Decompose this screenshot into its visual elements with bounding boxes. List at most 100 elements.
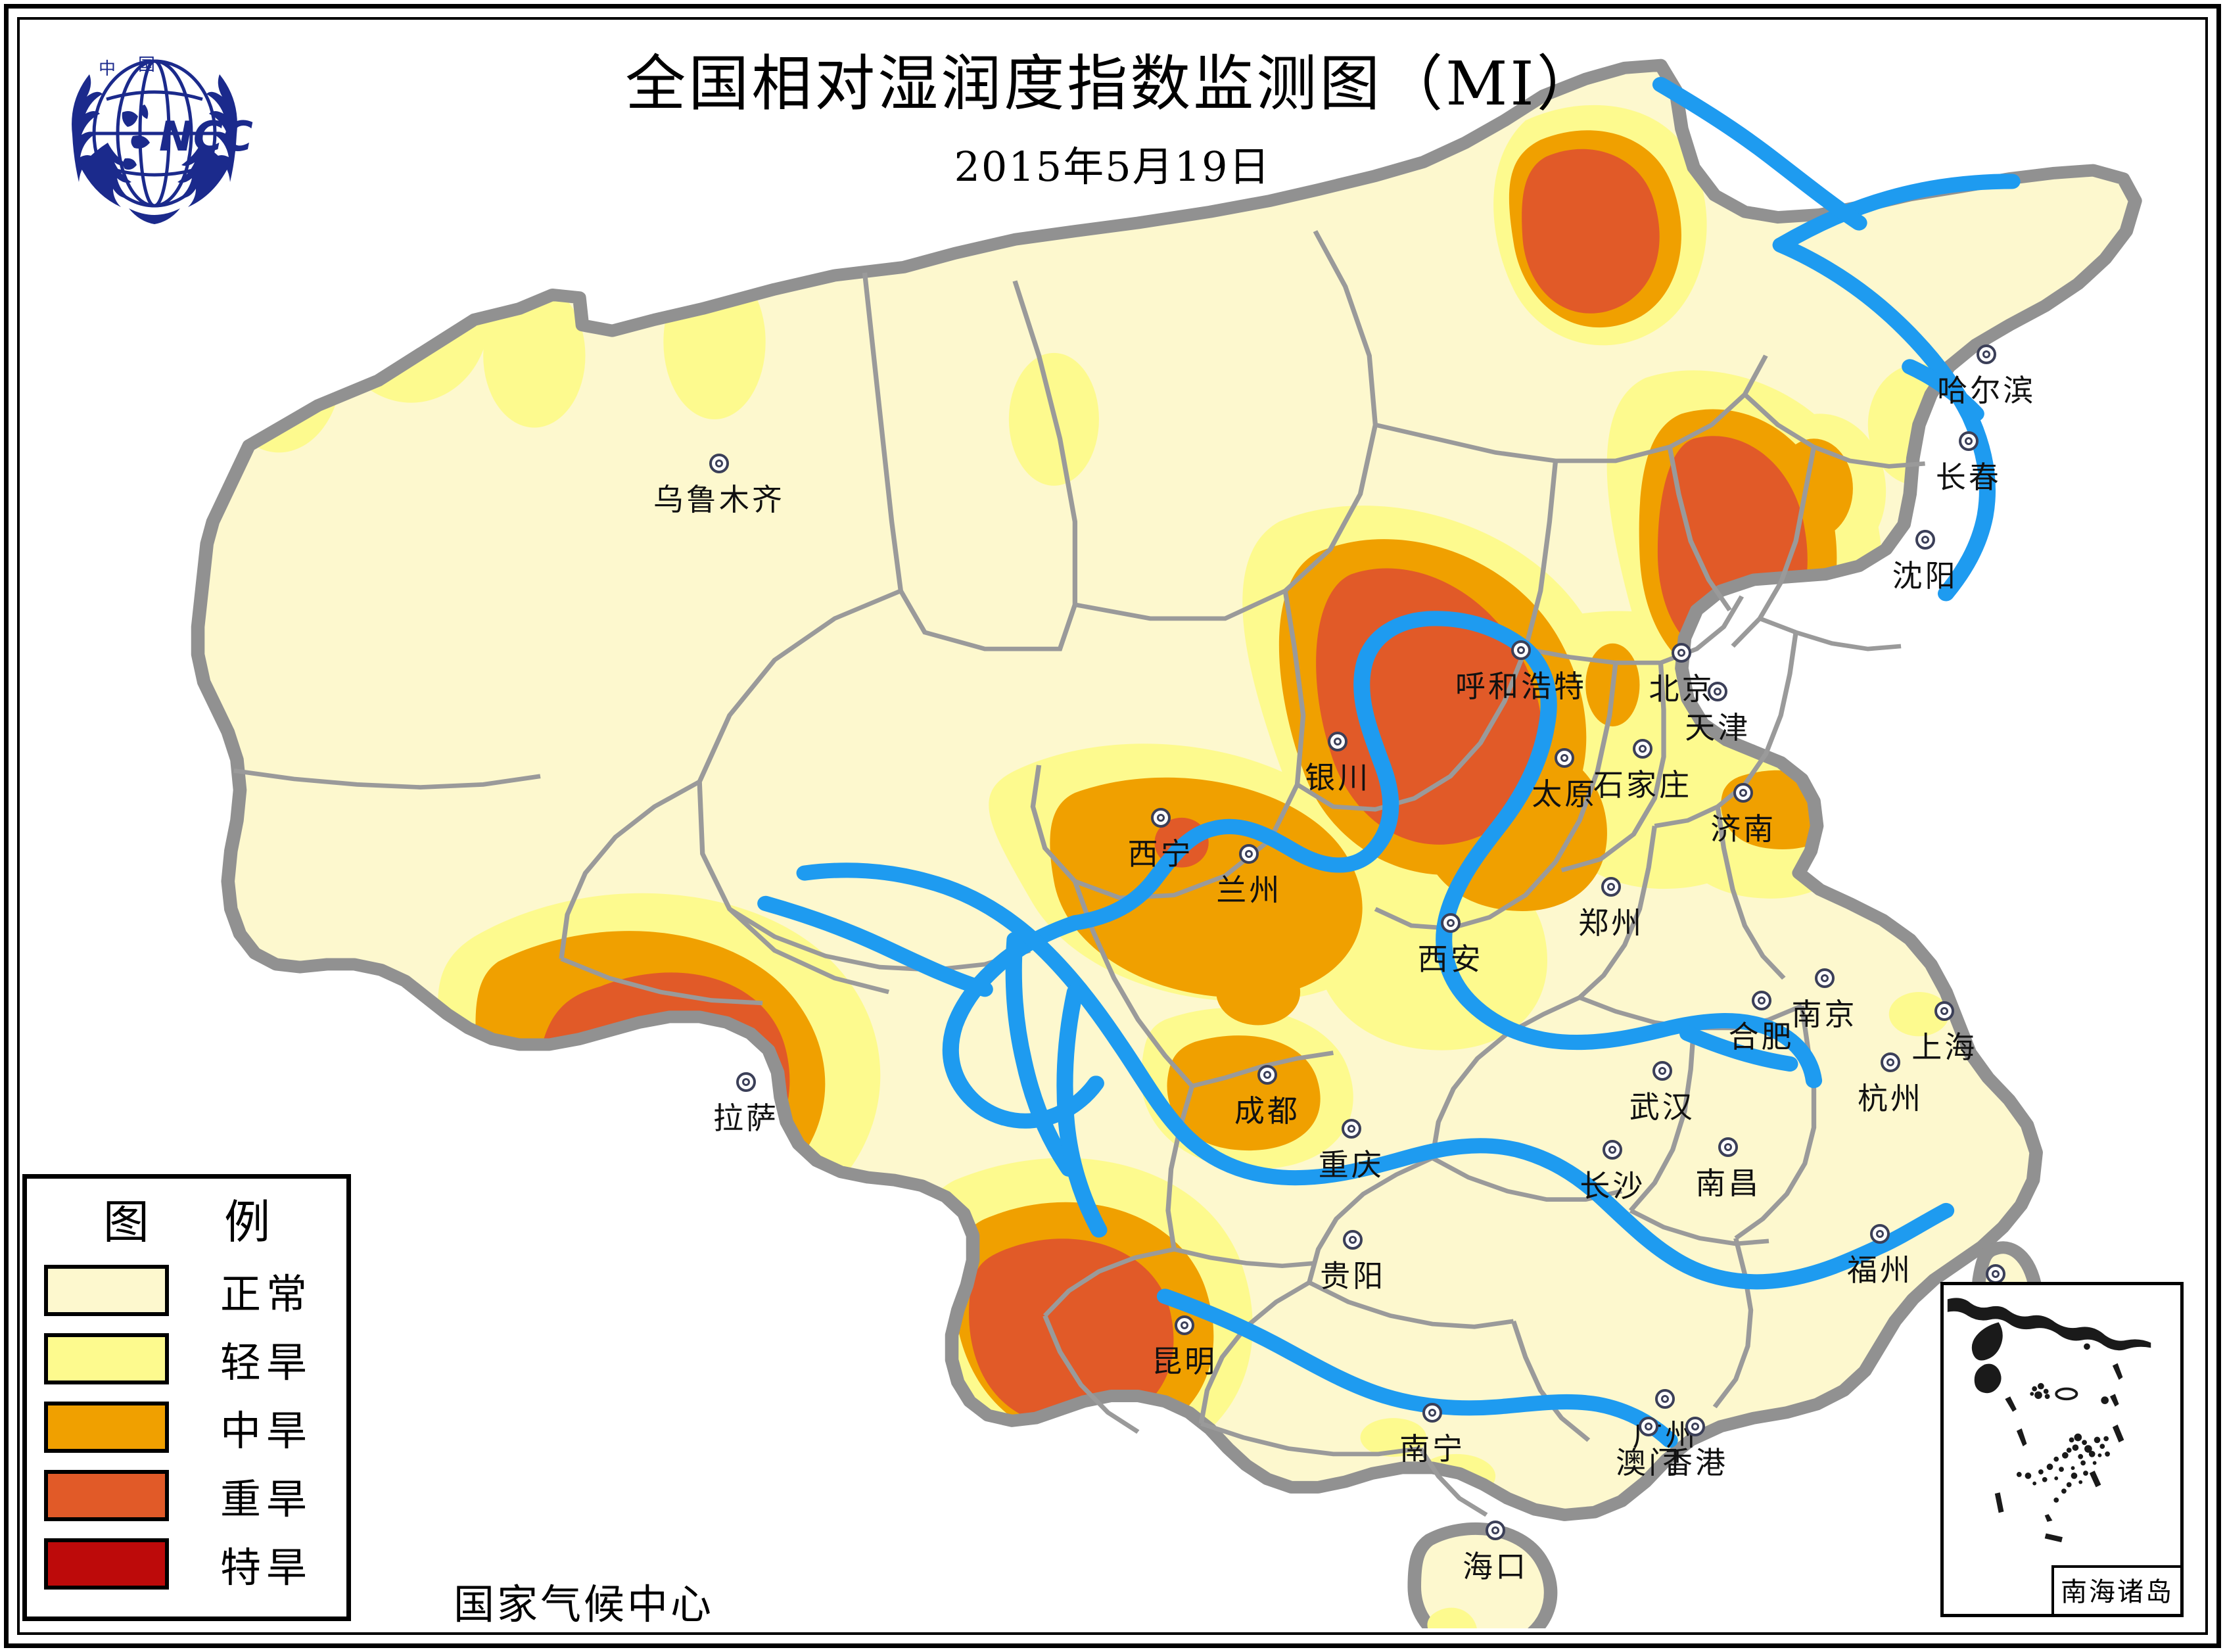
city-name: 太原: [1532, 776, 1598, 813]
city-label[interactable]: 长沙: [1580, 1139, 1645, 1206]
city-label[interactable]: 福州: [1847, 1224, 1913, 1290]
city-label[interactable]: 香港: [1662, 1416, 1728, 1482]
city-name: 济南: [1710, 811, 1777, 847]
city-label[interactable]: 武汉: [1629, 1060, 1695, 1127]
city-marker-icon: [1718, 1137, 1739, 1157]
inset-map-svg: [1947, 1298, 2151, 1543]
city-label[interactable]: 澳门: [1616, 1416, 1682, 1482]
city-name: 拉萨: [713, 1100, 779, 1136]
city-label[interactable]: 哈尔滨: [1937, 344, 2036, 410]
city-marker-icon: [1257, 1065, 1277, 1085]
city-name: 海口: [1463, 1548, 1529, 1584]
city-label[interactable]: 昆明: [1152, 1315, 1218, 1381]
logo-char-guo: 国: [138, 55, 155, 75]
city-name: 澳门: [1616, 1444, 1682, 1480]
city-name: 昆明: [1152, 1344, 1218, 1380]
map-canvas: 乌鲁木齐 哈尔滨长春沈阳呼和浩特 北京 天津银川 太原 石家庄 济南西宁 兰州 郑州西安拉萨 成都…: [24, 24, 2201, 1628]
city-marker-icon: [1708, 682, 1728, 702]
legend-row: 中旱: [44, 1398, 346, 1457]
city-label[interactable]: 兰州: [1216, 843, 1282, 910]
city-marker-icon: [1555, 748, 1575, 768]
legend-title: 图 例: [103, 1195, 301, 1249]
city-label[interactable]: 沈阳: [1892, 529, 1958, 596]
legend-swatch: [44, 1402, 169, 1453]
city-name: 南宁: [1399, 1430, 1466, 1467]
city-marker-icon: [1814, 968, 1835, 988]
inset-label: 南海诸岛: [2051, 1565, 2180, 1614]
city-label[interactable]: 南宁: [1399, 1402, 1466, 1469]
city-marker-icon: [1655, 1388, 1675, 1409]
city-label[interactable]: 海口: [1463, 1520, 1529, 1586]
city-marker-icon: [1639, 1416, 1659, 1436]
city-label[interactable]: 西安: [1417, 912, 1484, 979]
city-marker-icon: [1603, 1139, 1623, 1160]
city-name: 上海: [1911, 1029, 1978, 1066]
city-name: 成都: [1234, 1093, 1300, 1129]
city-marker-icon: [1175, 1315, 1195, 1336]
logo-char-zhong: 中: [99, 59, 116, 79]
city-marker-icon: [1881, 1052, 1901, 1073]
city-name: 西宁: [1127, 836, 1194, 872]
city-name: 南昌: [1695, 1165, 1762, 1201]
city-label[interactable]: 广州: [1632, 1388, 1698, 1455]
city-label[interactable]: 乌鲁木齐: [653, 454, 785, 519]
city-marker-icon: [1934, 1001, 1955, 1022]
city-name: 长春: [1935, 460, 2002, 496]
city-label[interactable]: 呼和浩特: [1455, 640, 1587, 706]
legend-label: 正常: [220, 1270, 313, 1318]
inner-frame: [17, 17, 2208, 1635]
legend-row: 正常: [44, 1261, 346, 1320]
city-name: 南京: [1791, 996, 1858, 1032]
legend-swatch: [44, 1333, 169, 1384]
city-label[interactable]: 上海: [1911, 1001, 1978, 1067]
city-name: 西安: [1417, 941, 1484, 977]
legend-rows: 正常 轻旱 中旱 重旱 特旱: [27, 1261, 346, 1593]
city-marker-icon: [1601, 877, 1622, 897]
city-label[interactable]: 拉萨: [713, 1072, 779, 1138]
city-name: 重庆: [1318, 1147, 1384, 1183]
legend-row: 特旱: [44, 1534, 346, 1593]
city-marker-icon: [1985, 1264, 2005, 1285]
city-label[interactable]: 南京: [1791, 968, 1858, 1034]
city-name: 兰州: [1216, 872, 1282, 908]
city-marker-icon: [1652, 1060, 1672, 1081]
rivers: [757, 77, 2021, 1448]
city-marker-icon: [1672, 643, 1692, 663]
city-marker-icon: [1341, 1119, 1361, 1139]
city-marker-icon: [1343, 1229, 1363, 1250]
city-label[interactable]: 成都: [1234, 1065, 1300, 1131]
city-name: 哈尔滨: [1937, 372, 2036, 408]
city-label[interactable]: 贵阳: [1320, 1229, 1386, 1296]
legend-box: 图 例 正常 轻旱 中旱 重旱 特旱: [22, 1174, 351, 1621]
city-label[interactable]: 天津: [1685, 682, 1751, 747]
city-name: 银川: [1305, 760, 1371, 796]
south-china-sea-inset: 南海诸岛: [1940, 1282, 2184, 1617]
outer-frame: [4, 4, 2221, 1648]
city-marker-icon: [1440, 912, 1461, 933]
city-label[interactable]: 太原: [1532, 748, 1598, 814]
city-label[interactable]: 银川: [1305, 732, 1371, 797]
city-name: 呼和浩特: [1455, 669, 1587, 705]
city-label[interactable]: 西宁: [1127, 807, 1194, 874]
city-name: 北京: [1649, 671, 1715, 707]
city-name: 香港: [1662, 1444, 1728, 1480]
city-name: 杭州: [1858, 1081, 1924, 1117]
city-label[interactable]: 合肥: [1729, 990, 1794, 1056]
city-label[interactable]: 石家庄: [1593, 738, 1692, 805]
city-marker-icon: [1511, 640, 1531, 661]
city-label[interactable]: 重庆: [1318, 1119, 1384, 1185]
city-label[interactable]: 郑州: [1578, 877, 1644, 943]
city-label[interactable]: 南昌: [1695, 1137, 1762, 1203]
city-marker-icon: [1633, 738, 1653, 759]
city-label[interactable]: 长春: [1935, 431, 2002, 497]
city-marker-icon: [1685, 1416, 1705, 1436]
city-marker-icon: [709, 454, 729, 474]
city-label[interactable]: 济南: [1710, 782, 1777, 849]
city-marker-icon: [1328, 732, 1348, 752]
city-marker-icon: [1915, 529, 1935, 550]
city-label[interactable]: 杭州: [1858, 1052, 1924, 1118]
city-marker-icon: [736, 1072, 756, 1092]
city-label[interactable]: 北京: [1649, 643, 1715, 709]
city-name: 天津: [1685, 710, 1751, 746]
